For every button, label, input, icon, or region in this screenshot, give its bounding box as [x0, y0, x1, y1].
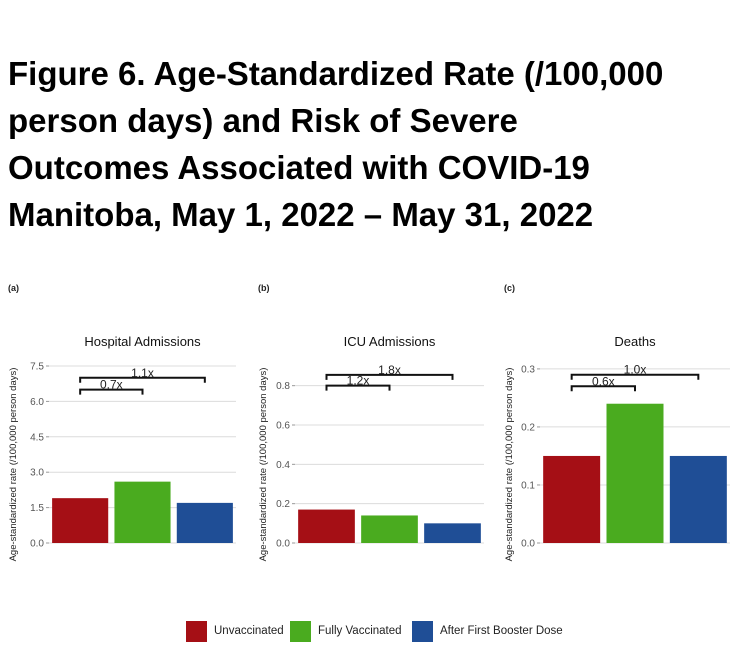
y-tick-label: 0.0	[521, 539, 535, 550]
panel-label: (a)	[8, 283, 19, 293]
legend-swatch-unvaccinated	[186, 620, 207, 642]
y-tick-label: 1.5	[30, 503, 44, 514]
legend-label: After First Booster Dose	[440, 625, 563, 637]
bar	[52, 498, 109, 543]
figure-title-line: Manitoba, May 1, 2022 – May 31, 2022	[8, 196, 594, 233]
y-tick-label: 0.8	[276, 381, 290, 392]
panel-title: Deaths	[614, 334, 656, 349]
chart-legend: Unvaccinated Fully Vaccinated After Firs…	[0, 620, 740, 644]
y-axis-label: Age-standardized rate (/100,000 person d…	[258, 368, 269, 562]
comparison-bracket	[325, 373, 454, 380]
comparison-bracket	[570, 385, 636, 392]
bar	[176, 502, 233, 543]
comparison-label: 0.7x	[100, 378, 123, 392]
comparison-label: 1.8x	[378, 363, 401, 377]
comparison-bracket	[79, 388, 144, 395]
y-tick-label: 0.1	[521, 480, 535, 491]
comparison-label: 1.1x	[131, 366, 154, 380]
y-axis-label: Age-standardized rate (/100,000 person d…	[504, 368, 515, 562]
comparison-label: 0.6x	[592, 374, 615, 388]
y-tick-label: 0.2	[276, 499, 290, 510]
y-axis-label: Age-standardized rate (/100,000 person d…	[8, 368, 19, 562]
y-tick-label: 0.2	[521, 422, 535, 433]
y-tick-label: 3.0	[30, 468, 44, 479]
figure-title-line: person days) and Risk of Severe	[8, 102, 518, 139]
chart-panels: (a) Hospital Admissions Age-standardized r…	[8, 283, 730, 562]
legend-label: Fully Vaccinated	[318, 625, 402, 637]
bar	[361, 515, 418, 543]
panel-title: ICU Admissions	[344, 334, 436, 349]
legend-label: Unvaccinated	[214, 625, 284, 637]
comparison-label: 1.0x	[624, 363, 647, 377]
y-tick-label: 4.5	[30, 432, 44, 443]
figure-title: Figure 6. Age-Standardized Rate (/100,00…	[8, 50, 738, 238]
figure-title-line: Figure 6. Age-Standardized Rate (/100,00…	[8, 55, 664, 92]
legend-swatch-fully-vaccinated	[290, 620, 311, 642]
bar	[606, 403, 664, 543]
legend-item-booster: After First Booster Dose	[412, 620, 563, 642]
bar	[298, 509, 355, 543]
figure-title-line: Outcomes Associated with COVID-19	[8, 149, 590, 186]
y-tick-label: 7.5	[30, 362, 44, 373]
bar	[543, 455, 601, 543]
legend-item-fully-vaccinated: Fully Vaccinated	[290, 620, 402, 642]
comparison-bracket	[325, 384, 391, 391]
bar	[669, 455, 727, 543]
y-tick-label: 0.6	[276, 421, 290, 432]
panel-title: Hospital Admissions	[84, 334, 201, 349]
y-tick-label: 0.0	[30, 539, 44, 550]
bar	[114, 481, 171, 543]
bar	[424, 523, 481, 543]
comparison-bracket	[79, 376, 206, 383]
comparison-label: 1.2x	[347, 374, 370, 388]
comparison-bracket	[570, 373, 700, 380]
y-tick-label: 0.3	[521, 364, 535, 375]
y-tick-label: 0.4	[276, 460, 290, 471]
panel-label: (b)	[258, 283, 270, 293]
legend-item-unvaccinated: Unvaccinated	[186, 620, 284, 642]
y-tick-label: 6.0	[30, 397, 44, 408]
y-tick-label: 0.0	[276, 539, 290, 550]
legend-swatch-booster	[412, 620, 433, 642]
panel-label: (c)	[504, 283, 515, 293]
